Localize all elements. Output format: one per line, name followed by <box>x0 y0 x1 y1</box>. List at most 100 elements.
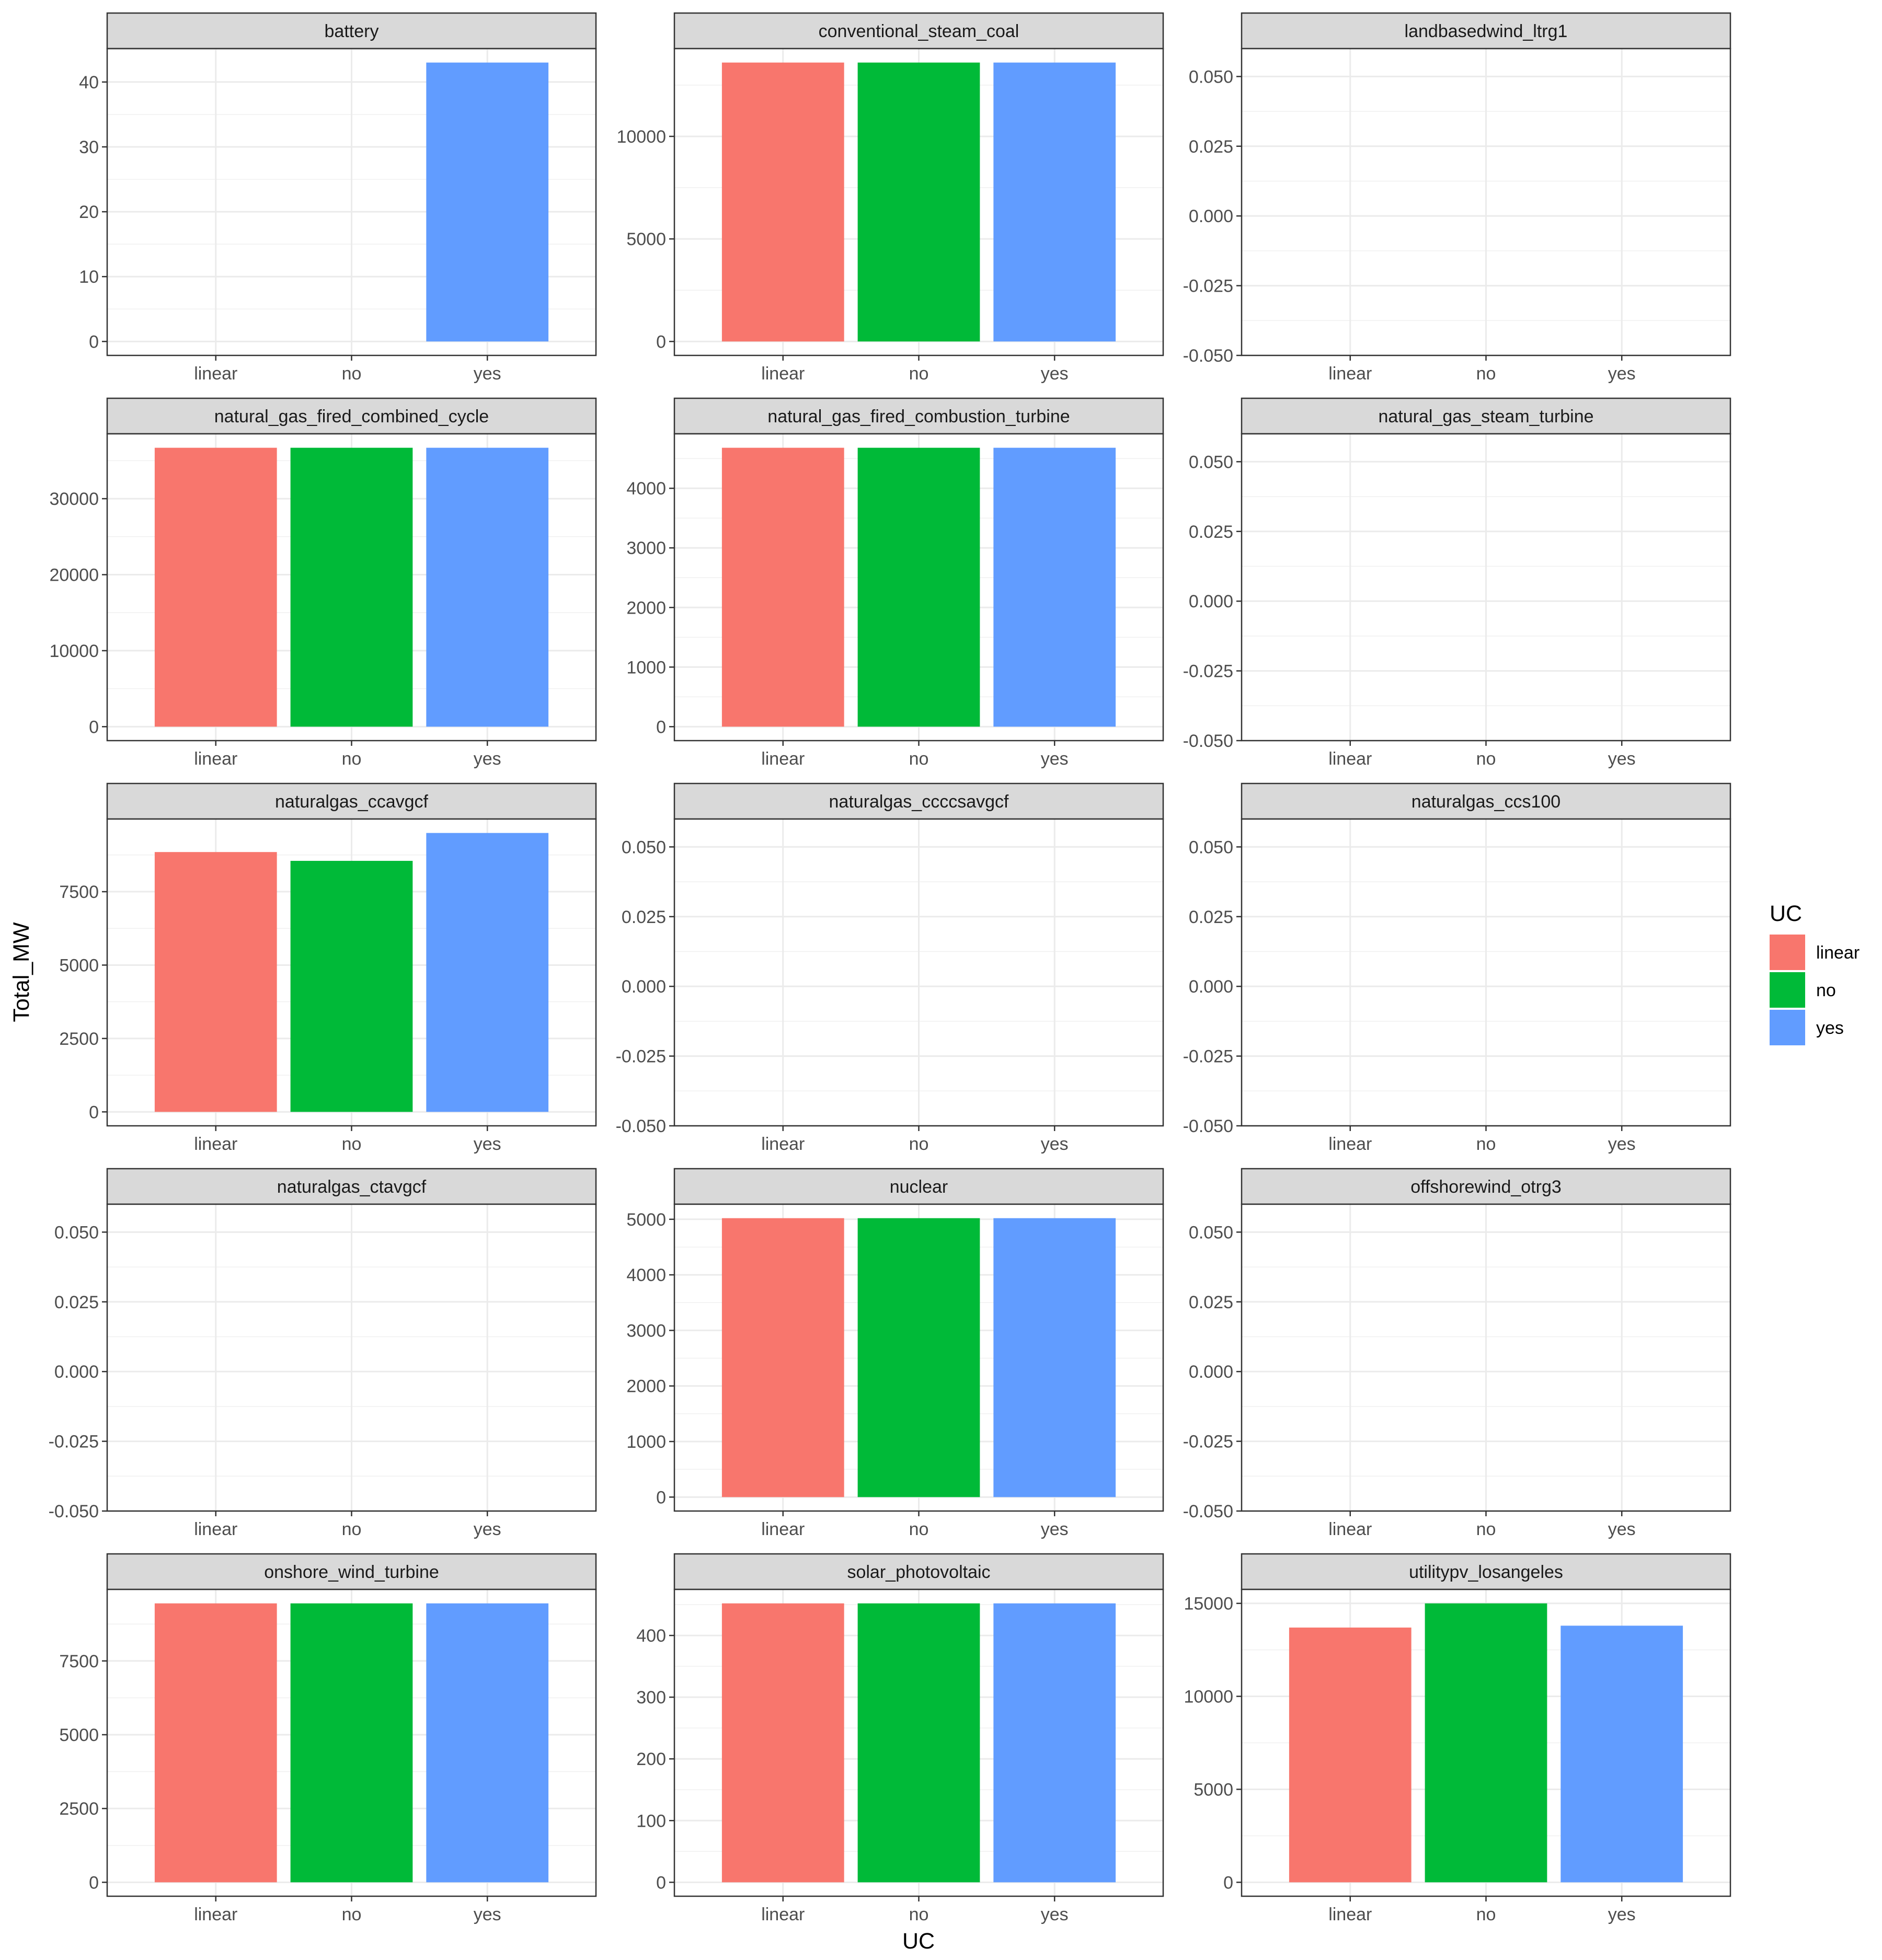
facet-strip-label: nuclear <box>890 1177 948 1197</box>
bar-yes <box>426 62 549 342</box>
y-tick-label: 0.025 <box>54 1293 99 1312</box>
y-tick-label: 0.025 <box>1189 907 1233 927</box>
bar-yes <box>993 62 1116 342</box>
bar-yes <box>993 1218 1116 1497</box>
y-tick-label: 0.050 <box>54 1223 99 1242</box>
y-tick-label: 10000 <box>1184 1687 1233 1707</box>
y-tick-label: 0.050 <box>1189 452 1233 472</box>
y-tick-label: 7500 <box>59 882 99 902</box>
legend-label-linear: linear <box>1816 943 1860 963</box>
y-tick-label: -0.025 <box>1183 1432 1233 1452</box>
y-tick-label: 0.025 <box>1189 1293 1233 1312</box>
facet-strip-label: landbasedwind_ltrg1 <box>1405 21 1568 41</box>
facet-strip <box>106 1553 597 1590</box>
x-tick-label: no <box>342 1519 362 1539</box>
x-tick-label: yes <box>474 1519 501 1539</box>
y-tick-label: 0.050 <box>622 837 666 857</box>
x-tick-label: no <box>1476 1519 1496 1539</box>
y-tick-label: 0 <box>89 1102 99 1122</box>
legend-key-no <box>1770 972 1805 1008</box>
facet-panel: natural_gas_fired_combined_cycle 0 10000 20… <box>49 397 597 769</box>
y-tick-label: -0.025 <box>1183 276 1233 296</box>
bar-yes <box>426 447 549 727</box>
y-tick-label: 40 <box>79 73 99 93</box>
y-tick-label: 15000 <box>1184 1594 1233 1614</box>
y-tick-label: -0.025 <box>49 1432 99 1452</box>
y-tick-label: 3000 <box>626 538 666 558</box>
x-tick-label: linear <box>761 1134 805 1154</box>
y-tick-label: 0 <box>656 717 666 737</box>
x-tick-label: linear <box>194 1905 237 1924</box>
x-tick-label: no <box>1476 364 1496 384</box>
facet-strip-label: onshore_wind_turbine <box>264 1562 439 1582</box>
x-tick-label: linear <box>194 1134 237 1154</box>
facet-panel: landbasedwind_ltrg1 -0.050 -0.025 0.000 0.02… <box>1183 12 1731 384</box>
x-tick-label: yes <box>1608 1905 1636 1924</box>
facet-strip-label: natural_gas_steam_turbine <box>1378 407 1593 426</box>
y-tick-label: 200 <box>636 1749 666 1769</box>
x-tick-label: yes <box>474 364 501 384</box>
x-tick-label: yes <box>474 1905 501 1924</box>
x-tick-label: yes <box>1041 1134 1069 1154</box>
facet-panel: natural_gas_steam_turbine -0.050 -0.025 0.0… <box>1183 397 1731 769</box>
facet-strip <box>1241 397 1731 435</box>
bar-no <box>290 1603 413 1883</box>
x-tick-label: no <box>909 749 929 769</box>
x-tick-label: linear <box>1328 1134 1372 1154</box>
x-tick-label: linear <box>1328 364 1372 384</box>
facet-strip-label: conventional_steam_coal <box>819 21 1019 41</box>
facet-strip-label: naturalgas_ctavgcf <box>277 1177 427 1197</box>
y-tick-label: 5000 <box>626 229 666 249</box>
y-tick-label: 7500 <box>59 1652 99 1671</box>
x-tick-label: yes <box>1041 364 1069 384</box>
bar-no <box>290 447 413 727</box>
legend: UC linear no yes <box>1770 901 1860 1045</box>
bar-no <box>857 447 980 727</box>
y-tick-label: 2000 <box>626 598 666 618</box>
y-tick-label: 0.050 <box>1189 1223 1233 1242</box>
bar-linear <box>1289 1627 1412 1883</box>
y-tick-label: -0.050 <box>616 1116 666 1136</box>
legend-items: linear no yes <box>1770 935 1860 1045</box>
x-tick-label: no <box>909 1519 929 1539</box>
facet-panel: utilitypv_losangeles 0 5000 10000 15000 linea… <box>1184 1553 1731 1924</box>
legend-label-yes: yes <box>1816 1018 1844 1038</box>
facet-strip <box>106 782 597 820</box>
x-tick-label: no <box>909 1905 929 1924</box>
x-tick-label: yes <box>1041 1905 1069 1924</box>
legend-title: UC <box>1770 901 1802 926</box>
bar-yes <box>993 1603 1116 1883</box>
x-tick-label: yes <box>1608 1519 1636 1539</box>
facet-strip <box>106 1168 597 1205</box>
facet-panel: naturalgas_ccavgcf 0 2500 5000 7500 linear no y… <box>59 782 597 1154</box>
x-tick-label: linear <box>1328 749 1372 769</box>
bar-yes <box>426 1603 549 1883</box>
x-tick-label: linear <box>761 364 805 384</box>
x-axis-title: UC <box>902 1929 935 1954</box>
y-tick-label: 5000 <box>626 1210 666 1230</box>
y-tick-label: 0 <box>89 1873 99 1893</box>
y-tick-label: 10 <box>79 267 99 287</box>
facet-strip <box>673 397 1164 435</box>
y-tick-label: 0.000 <box>1189 977 1233 997</box>
x-tick-label: no <box>1476 1905 1496 1924</box>
facet-panel: natural_gas_fired_combustion_turbine 0 100… <box>626 397 1164 769</box>
facet-panel: solar_photovoltaic 0 100 200 300 400 linear no y… <box>636 1553 1164 1924</box>
x-tick-label: no <box>342 1134 362 1154</box>
y-tick-label: 20000 <box>49 566 99 585</box>
y-tick-label: 0.000 <box>1189 1362 1233 1382</box>
y-tick-label: 0.025 <box>622 907 666 927</box>
y-tick-label: 0 <box>656 1873 666 1893</box>
y-tick-label: 0 <box>656 332 666 352</box>
y-tick-label: -0.025 <box>1183 1047 1233 1067</box>
bar-linear <box>154 852 277 1112</box>
x-tick-label: linear <box>761 1905 805 1924</box>
bar-linear <box>721 1603 844 1883</box>
y-axis-title: Total_MW <box>9 922 34 1022</box>
bar-yes <box>993 447 1116 727</box>
facet-panel: battery 0 10 20 30 40 linear no yes <box>79 12 597 384</box>
y-tick-label: 5000 <box>1194 1780 1233 1800</box>
y-tick-label: 5000 <box>59 955 99 975</box>
facet-panel: naturalgas_ctavgcf -0.050 -0.025 0.000 0.025… <box>49 1168 597 1539</box>
facet-panel: onshore_wind_turbine 0 2500 5000 7500 linear n… <box>59 1553 597 1924</box>
